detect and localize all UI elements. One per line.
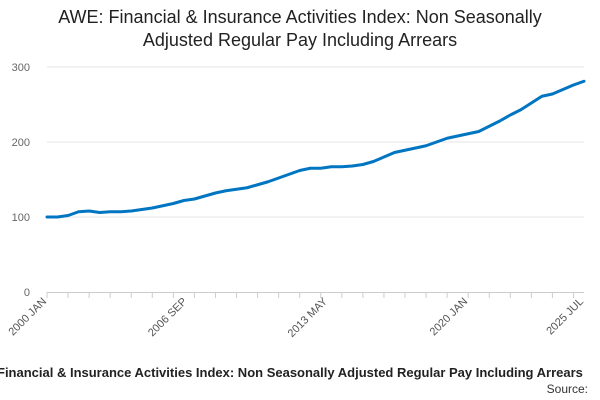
chart-title-line-1: AWE: Financial & Insurance Activities In… [58,7,542,27]
x-tick-label: 2025 JUL [544,296,586,338]
series-layer [45,79,586,219]
chart-title-line-2: Adjusted Regular Pay Including Arrears [142,30,458,50]
y-axis-tick-labels: 0 100 200 300 [12,62,30,299]
y-tick-label: 200 [12,137,30,149]
x-tick-label: 2006 SEP [146,296,190,340]
source-label: Source: [546,382,588,396]
x-axis [46,292,584,298]
x-tick-label: 2000 JAN [6,296,49,339]
x-tick-label: 2020 JAN [428,296,471,339]
chart-title: AWE: Financial & Insurance Activities In… [0,6,600,52]
grid-lines [47,66,584,218]
series-line [45,79,586,219]
x-axis-tick-labels: 2000 JAN 2006 SEP 2013 MAY 2020 JAN 2025 JUL [6,295,586,340]
chart-footer-caption: Financial & Insurance Activities Index: … [0,365,583,380]
y-tick-label: 0 [24,287,30,299]
y-tick-label: 100 [12,212,30,224]
y-tick-label: 300 [12,62,30,74]
x-tick-label: 2013 MAY [286,295,331,340]
